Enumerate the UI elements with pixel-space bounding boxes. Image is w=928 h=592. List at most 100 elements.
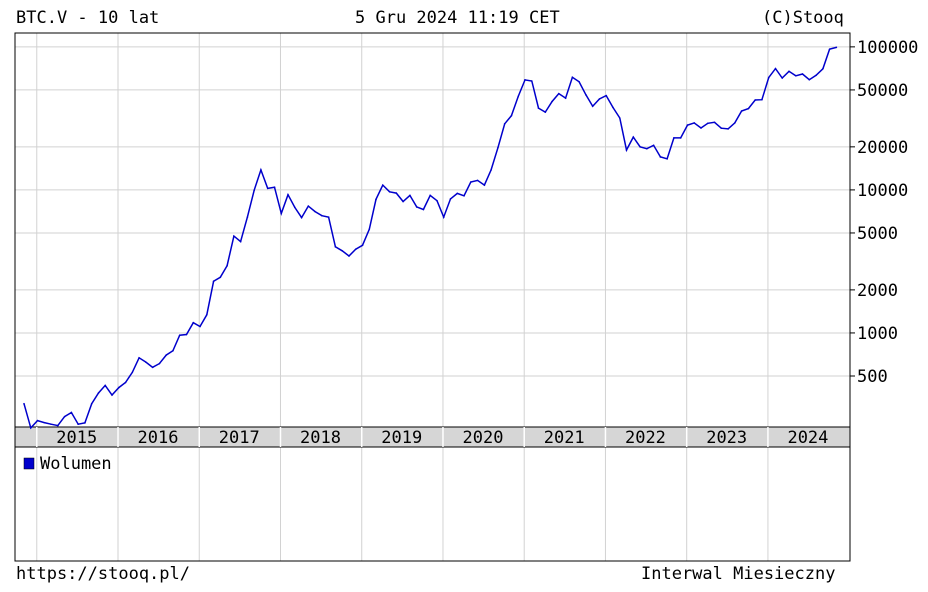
x-tick-label: 2023: [706, 428, 747, 448]
price-point: [686, 124, 689, 126]
price-point: [233, 235, 235, 237]
price-point: [382, 184, 384, 186]
price-point: [706, 122, 709, 125]
price-point: [388, 190, 391, 193]
price-point: [63, 415, 66, 418]
price-point: [23, 402, 25, 405]
price-point: [239, 240, 242, 243]
price-point: [199, 325, 201, 328]
price-point: [666, 157, 668, 160]
price-point: [422, 208, 425, 211]
x-axis-tick-labels: 2015 2016 2017 2018 2019 2020 2021 2022 2023 2024: [36, 427, 828, 448]
price-point: [70, 411, 73, 414]
price-point: [273, 186, 276, 188]
y-axis-tick-labels: 100000 50000 20000 10000 5000 2000 1000 500: [857, 38, 918, 387]
price-point: [835, 46, 838, 49]
price-point: [801, 73, 804, 75]
source-url-link[interactable]: https://stooq.pl/: [16, 564, 190, 584]
price-point: [652, 144, 655, 147]
price-points: [23, 46, 838, 429]
price-point: [409, 194, 411, 197]
price-point: [774, 67, 777, 70]
price-point: [693, 122, 696, 124]
price-point: [598, 98, 601, 100]
x-tick-label: 2018: [300, 428, 341, 448]
price-point: [463, 194, 465, 197]
price-point: [36, 419, 39, 422]
y-tick-label: 5000: [857, 224, 898, 244]
price-point: [530, 80, 533, 82]
price-point: [314, 210, 316, 213]
price-point: [740, 110, 743, 112]
price-point: [815, 74, 817, 77]
price-point: [395, 192, 398, 194]
price-point: [300, 216, 303, 219]
chart-datetime: 5 Gru 2024 11:19 CET: [355, 8, 560, 28]
price-point: [212, 280, 215, 282]
x-tick-label: 2021: [544, 428, 585, 448]
price-point: [368, 228, 371, 231]
y-tick-label: 1000: [857, 324, 898, 344]
price-point: [226, 264, 228, 267]
price-point: [618, 117, 621, 119]
price-point: [341, 250, 343, 252]
y-tick-label: 50000: [857, 81, 908, 101]
price-point: [788, 70, 790, 73]
volume-legend-label: Wolumen: [40, 454, 112, 474]
price-point: [77, 423, 79, 426]
price-point: [828, 48, 831, 50]
price-point: [470, 181, 472, 183]
x-tick-label: 2020: [462, 428, 503, 448]
price-point: [591, 105, 594, 107]
price-point: [510, 114, 513, 117]
price-plot-frame: [14, 32, 851, 428]
price-point: [734, 122, 736, 124]
x-tick-label: 2019: [381, 428, 422, 448]
price-point: [713, 121, 716, 124]
price-point: [172, 350, 174, 352]
price-point: [679, 137, 682, 139]
price-point: [639, 146, 641, 148]
price-point: [29, 427, 32, 429]
copyright-label: (C)Stooq: [762, 8, 844, 28]
price-point: [761, 98, 763, 101]
y-tick-label: 2000: [857, 281, 898, 301]
x-tick-label: 2015: [56, 428, 97, 448]
price-point: [185, 333, 188, 336]
volume-legend-swatch: [23, 457, 35, 470]
price-point: [178, 334, 181, 336]
price-point: [673, 137, 675, 139]
price-point: [192, 321, 195, 324]
volume-plot-frame: [14, 446, 851, 562]
price-point: [646, 147, 648, 150]
price-point: [354, 248, 357, 250]
price-point: [117, 386, 120, 389]
price-point: [794, 74, 797, 77]
price-point: [442, 216, 445, 218]
price-point: [266, 187, 269, 190]
price-point: [822, 67, 824, 70]
price-point: [754, 99, 756, 101]
price-point: [625, 149, 628, 151]
price-point: [456, 192, 459, 195]
price-point: [287, 193, 289, 196]
price-point: [429, 194, 432, 197]
price-point: [605, 94, 608, 97]
price-point: [551, 100, 553, 103]
price-point: [260, 169, 262, 171]
price-point: [497, 146, 499, 149]
x-tick-label: 2016: [138, 428, 179, 448]
price-point: [361, 244, 364, 247]
price-point: [131, 371, 134, 374]
price-point: [415, 206, 418, 208]
price-point: [578, 80, 580, 83]
price-point: [781, 77, 784, 79]
price-point: [375, 198, 377, 201]
price-point: [402, 200, 404, 203]
price-point: [517, 95, 520, 98]
price-point: [84, 422, 86, 424]
price-point: [747, 107, 750, 110]
price-point: [50, 423, 52, 426]
interval-label: Interwal Miesieczny: [641, 564, 836, 584]
x-tick-label: 2024: [787, 428, 828, 448]
